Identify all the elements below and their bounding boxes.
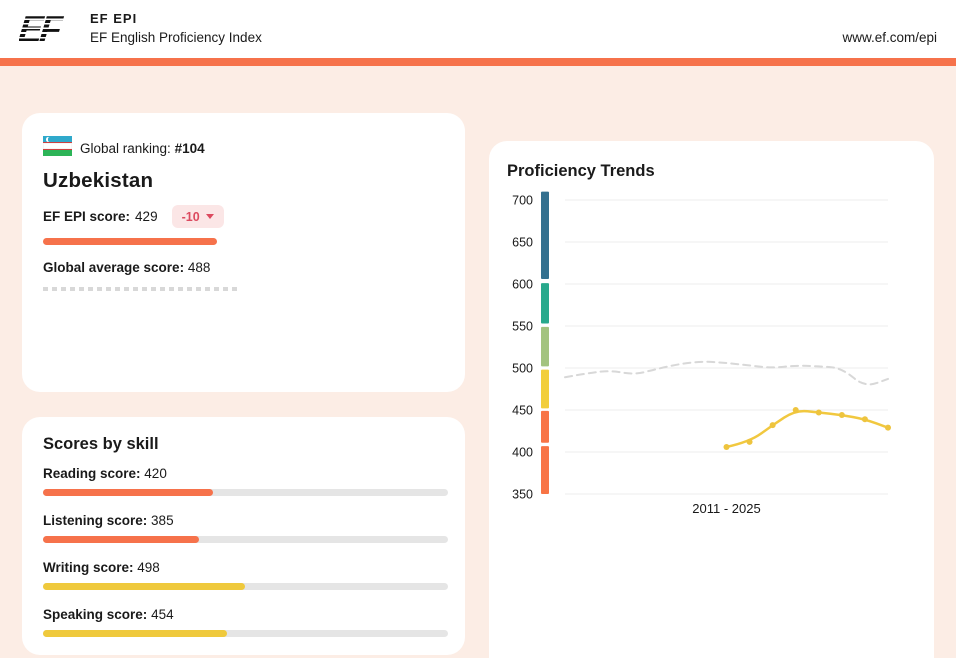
global-average-value: 488 (187, 260, 211, 275)
epi-score-row: EF EPI score: 429 -10 (43, 205, 224, 228)
svg-text:600: 600 (512, 278, 533, 292)
global-average-bar-track (43, 287, 448, 291)
svg-text:650: 650 (512, 236, 533, 250)
skills-card-title: Scores by skill (43, 435, 159, 453)
ef-logo-stripes (19, 12, 75, 46)
skill-label: Listening score: (43, 513, 148, 528)
uzbekistan-flag-icon (43, 136, 72, 156)
global-ranking-label: Global ranking: (80, 141, 175, 156)
skill-value: 385 (151, 513, 174, 528)
country-card: Global ranking: #104 Uzbekistan EF EPI s… (22, 113, 465, 392)
trends-card: Proficiency Trends 700 650 600 550 500 450 400… (489, 141, 934, 658)
skill-label: Writing score: (43, 560, 134, 575)
svg-text:500: 500 (512, 362, 533, 376)
country-name: Uzbekistan (43, 169, 154, 192)
header: EF EF EPI EF English Proficiency Index w… (0, 0, 956, 58)
score-change-badge[interactable]: -10 (171, 205, 224, 228)
svg-text:550: 550 (512, 320, 533, 334)
global-average-dashed-bar (43, 287, 241, 291)
global-average-label: Global average score: (43, 260, 185, 275)
skill-bar-track (43, 489, 448, 496)
skill-bar-fill (43, 583, 245, 590)
skill-row: Speaking score: 454 (43, 607, 448, 643)
skill-row: Listening score: 385 (43, 513, 448, 549)
skill-row: Reading score: 420 (43, 466, 448, 502)
skill-value: 498 (137, 560, 160, 575)
ef-logo-icon: EF (19, 12, 75, 46)
score-change-value: -10 (181, 209, 200, 224)
skill-label: Speaking score: (43, 607, 148, 622)
skill-bar-fill (43, 630, 227, 637)
skill-bar-track (43, 630, 448, 637)
app-title: EF EPI (90, 11, 138, 26)
skill-bar-fill (43, 536, 199, 543)
skill-row: Writing score: 498 (43, 560, 448, 596)
svg-text:450: 450 (512, 404, 533, 418)
app-subtitle: EF English Proficiency Index (90, 30, 262, 45)
site-url-link[interactable]: www.ef.com/epi (842, 30, 937, 45)
skill-bar-fill (43, 489, 214, 496)
svg-text:350: 350 (512, 488, 533, 502)
global-ranking-value: #104 (174, 141, 205, 156)
skill-label: Reading score: (43, 466, 141, 481)
svg-text:400: 400 (512, 446, 533, 460)
skill-value: 454 (151, 607, 174, 622)
svg-text:700: 700 (512, 194, 533, 208)
epi-score-value: 429 (135, 209, 158, 224)
epi-score-bar-track (43, 238, 448, 245)
skill-value: 420 (144, 466, 167, 481)
epi-score-bar-fill (43, 238, 217, 245)
skills-card: Scores by skill Reading score: 420 Liste… (22, 417, 465, 655)
caret-down-icon (205, 214, 214, 219)
crescent-icon (46, 137, 52, 142)
trends-card-title: Proficiency Trends (507, 162, 655, 180)
global-average-row: Global average score: 488 (43, 260, 210, 275)
global-ranking: Global ranking: #104 (80, 141, 205, 156)
svg-text:2011 - 2025: 2011 - 2025 (692, 501, 760, 516)
skill-bar-track (43, 536, 448, 543)
skill-bar-track (43, 583, 448, 590)
brand-divider-bar (0, 58, 956, 66)
proficiency-trends-chart: 700 650 600 550 500 450 400 350 2011 - 2025 (512, 191, 891, 516)
epi-score-label: EF EPI score: (43, 209, 131, 224)
